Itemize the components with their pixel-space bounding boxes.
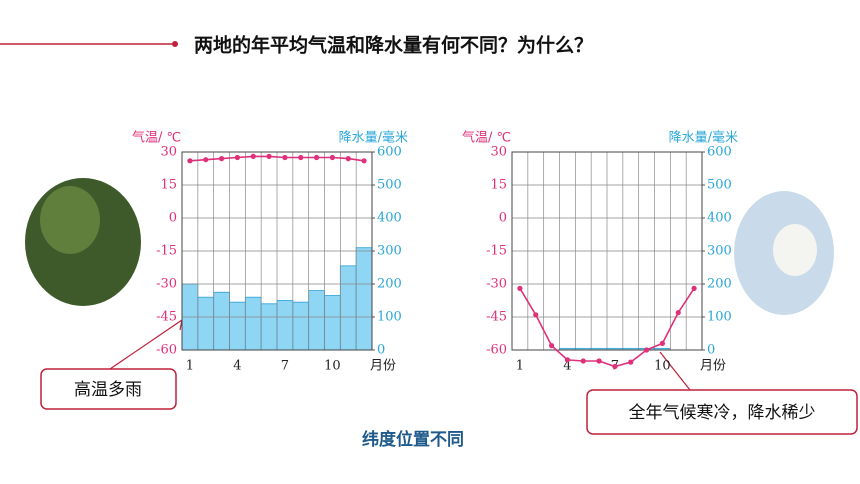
plot-frame: [511, 151, 703, 351]
y-tick-label: -60: [486, 343, 507, 358]
precip-bar: [197, 296, 215, 351]
y-tick-label: -15: [156, 244, 177, 259]
y2-tick-label: 200: [377, 277, 402, 292]
y-tick-label: 0: [499, 211, 507, 226]
y2-tick-label: 600: [377, 145, 402, 160]
precip-bar: [213, 291, 230, 351]
plot-frame: [181, 151, 373, 351]
y-tick-label: 30: [160, 145, 177, 160]
precip-bar: [260, 303, 278, 351]
temperature-point: [266, 153, 272, 159]
temperature-point: [517, 285, 523, 291]
y2-tick-label: 500: [707, 178, 732, 193]
temperature-point: [218, 156, 225, 162]
y-tick-label: 0: [169, 211, 177, 226]
temperature-point: [250, 153, 256, 159]
x-tick-label: 10: [654, 359, 671, 374]
temperature-point: [659, 340, 666, 346]
temperature-point: [234, 154, 241, 161]
precip-bar: [276, 300, 294, 351]
temperature-point: [628, 359, 634, 365]
y-tick-label: -45: [486, 310, 507, 325]
temperature-point: [313, 154, 320, 161]
y2-tick-label: 0: [707, 343, 715, 358]
precip-bar: [339, 265, 357, 351]
temperature-point: [203, 157, 209, 163]
y2-axis-label: 降水量/毫米: [669, 130, 738, 146]
x-tick-label: 7: [281, 359, 289, 374]
y2-tick-label: 200: [707, 277, 732, 292]
x-tick-label: 4: [563, 359, 571, 374]
polar-photo-bear: [773, 224, 817, 276]
temperature-point: [533, 312, 539, 318]
y-tick-label: 15: [490, 178, 507, 193]
y2-tick-label: 0: [377, 343, 385, 358]
x-tick-label: 1: [186, 359, 194, 374]
x-tick-label: 10: [324, 359, 341, 374]
temperature-point: [580, 358, 586, 364]
y-tick-label: -30: [156, 277, 177, 292]
temperature-point: [345, 156, 351, 162]
callout-text: 高温多雨: [74, 380, 142, 400]
callout-box: [586, 389, 858, 435]
y-tick-label: 30: [490, 145, 507, 160]
footer-text: 纬度位置不同: [362, 429, 464, 450]
callout-pointer: [659, 351, 691, 391]
temperature-point: [675, 310, 681, 316]
y2-tick-label: 600: [707, 145, 732, 160]
precip-bar: [324, 295, 341, 351]
temperature-point: [329, 154, 336, 161]
temperature-line: [189, 155, 365, 162]
temperature-point: [282, 154, 288, 161]
temperature-point: [361, 158, 367, 164]
y-tick-label: -45: [156, 310, 177, 325]
y-tick-label: -60: [156, 343, 177, 358]
temperature-point: [187, 158, 193, 164]
y-tick-label: -30: [486, 277, 507, 292]
temperature-line: [519, 287, 695, 368]
temperature-point: [564, 357, 571, 363]
precip-bar: [308, 290, 325, 351]
callout-text: 全年气候寒冷，降水稀少: [629, 403, 816, 423]
precip-bar: [244, 296, 262, 351]
y2-axis-label: 降水量/毫米: [339, 130, 408, 146]
temperature-point: [643, 347, 650, 353]
temperature-point: [612, 363, 618, 370]
temperature-point: [298, 154, 304, 161]
header-dot: [172, 41, 178, 47]
y2-tick-label: 500: [377, 178, 402, 193]
y-tick-label: -15: [486, 244, 507, 259]
y-axis-label: 气温/ ℃: [132, 130, 181, 146]
y2-tick-label: 300: [377, 244, 402, 259]
temperature-point: [691, 285, 697, 291]
x-tick-label: 4: [233, 359, 241, 374]
y-axis-label: 气温/ ℃: [462, 130, 511, 146]
y2-tick-label: 300: [707, 244, 732, 259]
x-tick-label: 1: [516, 359, 524, 374]
y2-tick-label: 400: [377, 211, 402, 226]
callout-box: [40, 368, 177, 410]
x-axis-label: 月份: [370, 359, 396, 374]
slide-title: 两地的年平均气温和降水量有何不同？为什么？: [194, 34, 593, 57]
x-axis-label: 月份: [700, 359, 726, 374]
y2-tick-label: 100: [377, 310, 402, 325]
y2-tick-label: 400: [707, 211, 732, 226]
precip-bar: [355, 247, 373, 351]
forest-photo-detail: [40, 186, 100, 254]
precip-bar: [229, 301, 246, 351]
temperature-point: [596, 358, 602, 364]
temperature-point: [548, 343, 555, 349]
y-tick-label: 15: [160, 178, 177, 193]
y2-tick-label: 100: [707, 310, 732, 325]
precip-bar: [292, 301, 310, 351]
